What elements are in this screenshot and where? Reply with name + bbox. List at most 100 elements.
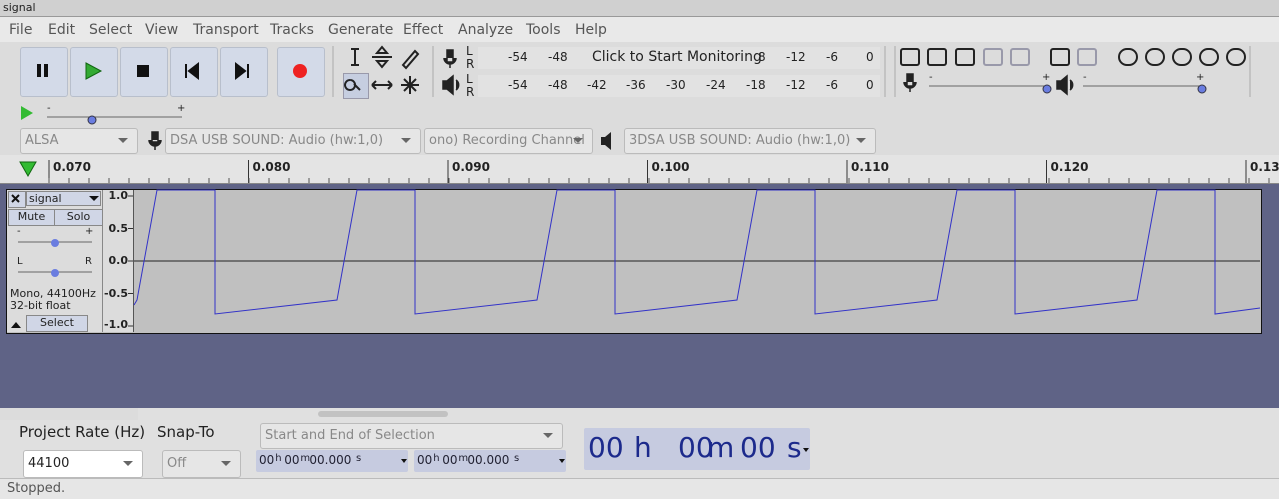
time-digit: h bbox=[275, 453, 282, 464]
selection-mode-combo[interactable]: Start and End of Selection bbox=[260, 423, 563, 449]
slider-mark: - bbox=[47, 103, 51, 114]
meter-scale: -6 bbox=[826, 50, 838, 64]
menu-item[interactable]: Analyze bbox=[458, 22, 514, 38]
edit-icon bbox=[1199, 48, 1219, 66]
track-menu-arrow bbox=[89, 196, 99, 201]
combo-arrow bbox=[856, 138, 866, 143]
menu-item[interactable]: Transport bbox=[193, 22, 259, 38]
host-combo[interactable]: ALSA bbox=[20, 128, 138, 154]
speaker-icon bbox=[1056, 74, 1074, 96]
waveform bbox=[133, 189, 1261, 315]
timeline-label: 0.110 bbox=[851, 160, 889, 174]
snap-to-combo[interactable]: Off bbox=[162, 450, 241, 478]
edit-icon bbox=[1077, 48, 1097, 66]
y-tick-label: 1.0 bbox=[108, 189, 129, 202]
time-digit: h bbox=[433, 453, 440, 464]
timeline-label: 0.120 bbox=[1050, 160, 1089, 174]
volume-thumb bbox=[1197, 84, 1207, 94]
slider-mark: + bbox=[177, 103, 186, 114]
recording-device-combo[interactable]: DSA USB SOUND: Audio (hw:1,0) bbox=[165, 128, 421, 154]
project-rate-combo[interactable]: 44100 bbox=[23, 450, 143, 478]
y-tick-label: 0.5 bbox=[108, 221, 129, 235]
time-display-digit: 00 bbox=[678, 431, 714, 464]
edit-icon bbox=[900, 48, 920, 66]
timeline-label: 0.100 bbox=[651, 160, 690, 174]
slider-mark: - bbox=[929, 72, 933, 83]
track-name[interactable]: signal bbox=[26, 191, 101, 206]
time-field[interactable] bbox=[256, 450, 408, 472]
menu-item[interactable]: Help bbox=[575, 22, 607, 38]
transport-button[interactable] bbox=[277, 47, 325, 97]
combo-arrow bbox=[123, 461, 133, 466]
tool-icon bbox=[372, 45, 392, 69]
mute-button[interactable]: Mute bbox=[8, 209, 55, 226]
record-icon bbox=[293, 64, 307, 78]
meter-scale: -12 bbox=[786, 78, 806, 92]
meter-scale: -48 bbox=[548, 78, 568, 92]
time-digit: 00.000 bbox=[467, 453, 510, 467]
skip-start-icon bbox=[185, 61, 199, 81]
time-field[interactable] bbox=[414, 450, 566, 472]
mic-icon bbox=[148, 131, 162, 150]
time-digit: 00.000 bbox=[309, 453, 352, 467]
playback-device-combo[interactable]: 3DSA USB SOUND: Audio (hw:1,0) bbox=[624, 128, 876, 154]
y-tick-label: -1.0 bbox=[104, 318, 129, 331]
time-digit: m bbox=[300, 453, 311, 464]
stop-icon bbox=[137, 65, 149, 77]
pause-icon bbox=[44, 64, 48, 77]
menu-item[interactable]: Edit bbox=[48, 22, 76, 38]
meter-bg bbox=[478, 75, 880, 97]
timeline-label: 0.130 bbox=[1250, 160, 1279, 174]
time-digit: m bbox=[458, 453, 469, 464]
project-rate-label: Project Rate (Hz) bbox=[19, 423, 146, 441]
meter-scale: -6 bbox=[826, 78, 838, 92]
menu-item[interactable]: Effect bbox=[403, 22, 444, 38]
time-digit: 00 bbox=[284, 453, 300, 467]
menu-item[interactable]: Tools bbox=[526, 22, 561, 38]
play-at-speed-icon bbox=[21, 106, 33, 120]
meter-scale: 8 bbox=[758, 50, 766, 64]
meter-scale: -48 bbox=[548, 50, 568, 64]
tool-icon bbox=[351, 48, 359, 66]
time-arrow bbox=[559, 459, 565, 463]
skip-end-icon bbox=[235, 61, 249, 81]
meter-scale: -36 bbox=[626, 78, 646, 92]
mic-icon bbox=[443, 49, 457, 68]
time-digit: s bbox=[514, 453, 520, 464]
menu-item[interactable]: Select bbox=[89, 22, 133, 38]
time-display-digit: 00 bbox=[740, 431, 776, 464]
play-icon bbox=[85, 62, 103, 80]
status-bar bbox=[0, 478, 1279, 499]
time-display-digit: m bbox=[707, 431, 735, 464]
gain-mark: - bbox=[17, 226, 21, 237]
menu-item[interactable]: Tracks bbox=[270, 22, 314, 38]
pan-mark: R bbox=[85, 256, 92, 267]
meter-scale: 0 bbox=[866, 50, 874, 64]
meter-scale: 0 bbox=[866, 78, 874, 92]
title-bar bbox=[0, 0, 1279, 17]
edit-icon bbox=[1118, 48, 1138, 66]
menu-item[interactable]: File bbox=[9, 22, 33, 38]
time-arrow bbox=[803, 448, 809, 452]
select-button[interactable]: Select bbox=[26, 315, 88, 332]
solo-button[interactable]: Solo bbox=[54, 209, 103, 226]
meter-scale: -54 bbox=[508, 50, 528, 64]
menu-item[interactable]: View bbox=[145, 22, 179, 38]
meter-channel: R bbox=[466, 85, 475, 99]
meter-prompt[interactable]: Click to Start Monitoring bbox=[592, 49, 762, 65]
meter-scale: -54 bbox=[508, 78, 528, 92]
time-arrow bbox=[401, 459, 407, 463]
pan-mark: L bbox=[17, 256, 23, 267]
scroll-thumb[interactable] bbox=[318, 411, 448, 417]
status-text: Stopped. bbox=[7, 481, 66, 496]
tool-icon bbox=[371, 80, 393, 90]
edit-icon bbox=[1172, 48, 1192, 66]
channels-combo[interactable]: ono) Recording Channel bbox=[424, 128, 593, 154]
menu-item[interactable]: Generate bbox=[328, 22, 394, 38]
speed-thumb bbox=[87, 115, 97, 125]
time-display[interactable] bbox=[584, 428, 810, 470]
pan-thumb bbox=[51, 269, 59, 277]
y-tick-label: 0.0 bbox=[108, 254, 129, 267]
